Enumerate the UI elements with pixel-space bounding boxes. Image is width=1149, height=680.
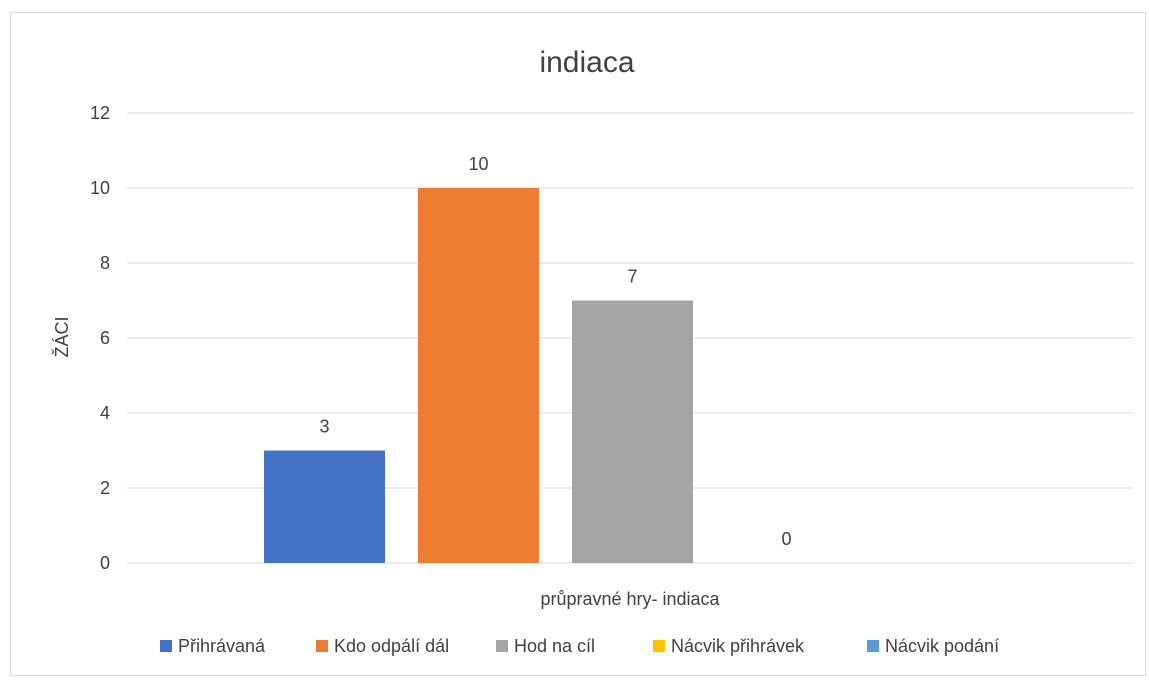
data-label-1: 3 (319, 417, 329, 437)
legend-swatch-3 (496, 640, 508, 652)
y-tick-label-1: 2 (100, 478, 110, 498)
legend-swatch-4 (653, 640, 665, 652)
y-tick-label-6: 12 (90, 103, 110, 123)
y-axis-ticks: 0 2 4 6 8 10 12 (90, 103, 110, 573)
x-axis-category-label: průpravné hry- indiaca (540, 589, 720, 609)
data-labels: 3 10 7 0 (319, 154, 791, 549)
data-label-4: 0 (781, 529, 791, 549)
legend-label-1: Přihrávaná (178, 636, 266, 656)
y-tick-label-5: 10 (90, 178, 110, 198)
y-tick-label-2: 4 (100, 403, 110, 423)
legend-label-3: Hod na cíl (514, 636, 595, 656)
legend-swatch-2 (316, 640, 328, 652)
legend-label-2: Kdo odpálí dál (334, 636, 449, 656)
y-tick-label-4: 8 (100, 253, 110, 273)
legend-label-4: Nácvik přihrávek (671, 636, 805, 656)
data-label-3: 7 (627, 267, 637, 287)
y-tick-label-0: 0 (100, 553, 110, 573)
bar-2 (418, 188, 539, 563)
y-axis-label: ŽÁCI (52, 316, 72, 357)
y-tick-label-3: 6 (100, 328, 110, 348)
data-label-2: 10 (468, 154, 488, 174)
legend-label-5: Nácvik podání (885, 636, 999, 656)
legend-swatch-1 (160, 640, 172, 652)
bar-1 (264, 450, 385, 563)
legend-swatch-5 (867, 640, 879, 652)
legend: Přihrávaná Kdo odpálí dál Hod na cíl Nácvik… (160, 636, 999, 656)
bar-3 (572, 300, 693, 563)
chart-title: indiaca (539, 46, 634, 79)
bars (264, 188, 693, 563)
